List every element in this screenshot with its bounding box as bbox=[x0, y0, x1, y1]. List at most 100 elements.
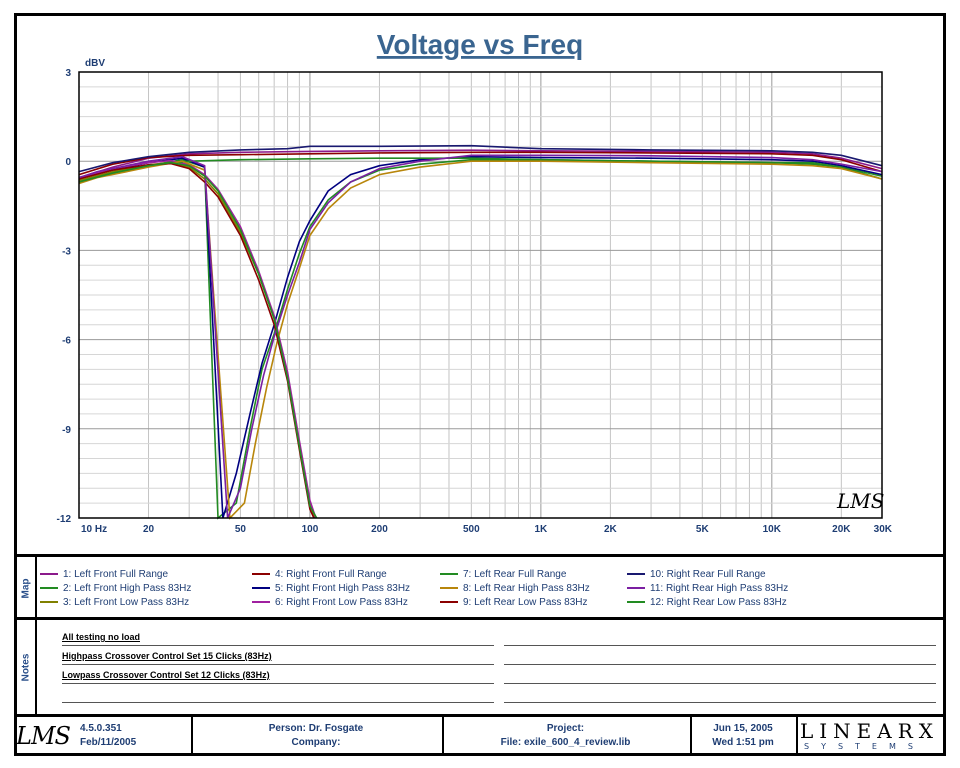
note-line-3: Lowpass Crossover Control Set 12 Clicks … bbox=[62, 669, 494, 684]
chart-legend: 1: Left Front Full Range 2: Left Front Hi… bbox=[40, 552, 930, 608]
note-line-4 bbox=[62, 688, 494, 703]
note-line-8 bbox=[504, 688, 936, 703]
y-tick-label: -12 bbox=[57, 514, 72, 525]
series-line-12 bbox=[78, 161, 318, 519]
legend-item: 1: Left Front Full Range bbox=[40, 567, 168, 581]
series-line-8 bbox=[78, 160, 883, 520]
map-label-divider bbox=[35, 557, 37, 620]
x-tick-label: 500 bbox=[463, 524, 480, 535]
report-time: Wed 1:51 pm bbox=[712, 737, 774, 748]
legend-swatch bbox=[252, 601, 270, 603]
notes-label-divider bbox=[35, 620, 37, 714]
legend-label: 3: Left Front Low Pass 83Hz bbox=[63, 596, 190, 608]
legend-item: 4: Right Front Full Range bbox=[252, 567, 387, 581]
legend-label: 11: Right Rear High Pass 83Hz bbox=[650, 582, 789, 594]
linearx-wordmark: LINEARX bbox=[800, 719, 940, 743]
legend-label: 4: Right Front Full Range bbox=[275, 568, 387, 580]
x-tick-label: 20K bbox=[832, 524, 851, 535]
legend-swatch bbox=[40, 573, 58, 575]
legend-swatch bbox=[440, 601, 458, 603]
systems-wordmark: SYSTEMS bbox=[804, 742, 925, 751]
legend-label: 9: Left Rear Low Pass 83Hz bbox=[463, 596, 588, 608]
note-line-5 bbox=[504, 631, 936, 646]
x-tick-label: 1K bbox=[534, 524, 548, 535]
y-tick-label: 3 bbox=[65, 68, 71, 79]
legend-swatch bbox=[440, 587, 458, 589]
date-block: Jun 15, 2005 Wed 1:51 pm bbox=[691, 722, 795, 750]
legend-swatch bbox=[252, 573, 270, 575]
legend-item: 2: Left Front High Pass 83Hz bbox=[40, 581, 191, 595]
series-line-5 bbox=[78, 155, 883, 519]
legend-item: 3: Left Front Low Pass 83Hz bbox=[40, 595, 189, 609]
legend-swatch bbox=[40, 587, 58, 589]
chart-map-divider bbox=[17, 554, 943, 557]
report-frame: Voltage vs Freq dBV 3 0 -3 -6 -9 -12 10 Hz 20 50 10… bbox=[14, 13, 946, 756]
person-block: Person: Dr. Fosgate Company: bbox=[192, 722, 440, 750]
person-name: Person: Dr. Fosgate bbox=[268, 723, 364, 734]
chart-title: Voltage vs Freq bbox=[377, 29, 583, 60]
note-line-7 bbox=[504, 669, 936, 684]
plot-border bbox=[78, 71, 883, 519]
legend-swatch bbox=[627, 573, 645, 575]
legend-item: 12: Right Rear Low Pass 83Hz bbox=[627, 595, 787, 609]
map-notes-divider bbox=[17, 617, 943, 620]
chart-area: Voltage vs Freq dBV 3 0 -3 -6 -9 -12 10 Hz 20 50 10… bbox=[17, 16, 943, 557]
x-tick-label: 10 Hz bbox=[81, 524, 107, 535]
x-tick-label: 200 bbox=[371, 524, 388, 535]
map-section-label: Map bbox=[20, 578, 32, 599]
legend-item: 7: Left Rear Full Range bbox=[440, 567, 566, 581]
legend-label: 10: Right Rear Full Range bbox=[650, 568, 766, 580]
file-name: File: exile_600_4_review.lib bbox=[500, 737, 631, 748]
legend-swatch bbox=[252, 587, 270, 589]
legend-item: 9: Left Rear Low Pass 83Hz bbox=[440, 595, 588, 609]
legend-item: 8: Left Rear High Pass 83Hz bbox=[440, 581, 590, 595]
company-name: Company: bbox=[291, 737, 341, 748]
linearx-logo: LINEARX SYSTEMS bbox=[800, 720, 940, 754]
legend-swatch bbox=[440, 573, 458, 575]
x-tick-label: 20 bbox=[143, 524, 155, 535]
lms-logo-plot: LMS bbox=[836, 489, 884, 513]
legend-label: 8: Left Rear High Pass 83Hz bbox=[463, 582, 590, 594]
x-tick-label: 5K bbox=[696, 524, 710, 535]
legend-label: 5: Right Front High Pass 83Hz bbox=[275, 582, 411, 594]
notes-footer-divider bbox=[17, 714, 943, 717]
legend-swatch bbox=[627, 601, 645, 603]
legend-swatch bbox=[40, 601, 58, 603]
legend-item: 5: Right Front High Pass 83Hz bbox=[252, 581, 410, 595]
series-line-6 bbox=[78, 159, 317, 519]
report-date: Jun 15, 2005 bbox=[713, 723, 773, 734]
note-line-2: Highpass Crossover Control Set 15 Clicks… bbox=[62, 650, 494, 665]
legend-label: 12: Right Rear Low Pass 83Hz bbox=[650, 596, 787, 608]
frequency-response-chart: Voltage vs Freq dBV 3 0 -3 -6 -9 -12 10 Hz 20 50 10… bbox=[57, 29, 893, 535]
series-line-11 bbox=[78, 154, 883, 519]
notes-section-label: Notes bbox=[20, 653, 32, 681]
legend-label: 1: Left Front Full Range bbox=[63, 568, 169, 580]
y-tick-label: -9 bbox=[62, 425, 71, 436]
legend-label: 7: Left Rear Full Range bbox=[463, 568, 567, 580]
project-label: Project: bbox=[546, 723, 585, 734]
legend-label: 2: Left Front High Pass 83Hz bbox=[63, 582, 192, 594]
x-tick-label: 30K bbox=[874, 524, 893, 535]
legend-item: 11: Right Rear High Pass 83Hz bbox=[627, 581, 788, 595]
series-line-4 bbox=[78, 151, 883, 176]
legend-swatch bbox=[627, 587, 645, 589]
y-tick-label: -3 bbox=[62, 246, 71, 257]
footer-divider-4 bbox=[796, 717, 798, 756]
software-version-date: Feb/11/2005 bbox=[80, 737, 137, 748]
x-tick-label: 2K bbox=[604, 524, 618, 535]
series-line-10 bbox=[78, 144, 883, 173]
legend-item: 6: Right Front Low Pass 83Hz bbox=[252, 595, 408, 609]
x-tick-label: 50 bbox=[235, 524, 247, 535]
x-tick-label: 10K bbox=[763, 524, 782, 535]
lms-logo-footer: LMS bbox=[16, 722, 71, 750]
project-block: Project: File: exile_600_4_review.lib bbox=[443, 722, 688, 750]
software-version: 4.5.0.351 bbox=[80, 723, 122, 734]
legend-item: 10: Right Rear Full Range bbox=[627, 567, 766, 581]
y-axis-label: dBV bbox=[85, 58, 105, 69]
footer-divider-2 bbox=[442, 717, 444, 756]
legend-label: 6: Right Front Low Pass 83Hz bbox=[275, 596, 408, 608]
y-tick-label: 0 bbox=[65, 157, 71, 168]
footer-divider-3 bbox=[690, 717, 692, 756]
note-line-1: All testing no load bbox=[62, 631, 494, 646]
y-tick-label: -6 bbox=[62, 336, 71, 347]
